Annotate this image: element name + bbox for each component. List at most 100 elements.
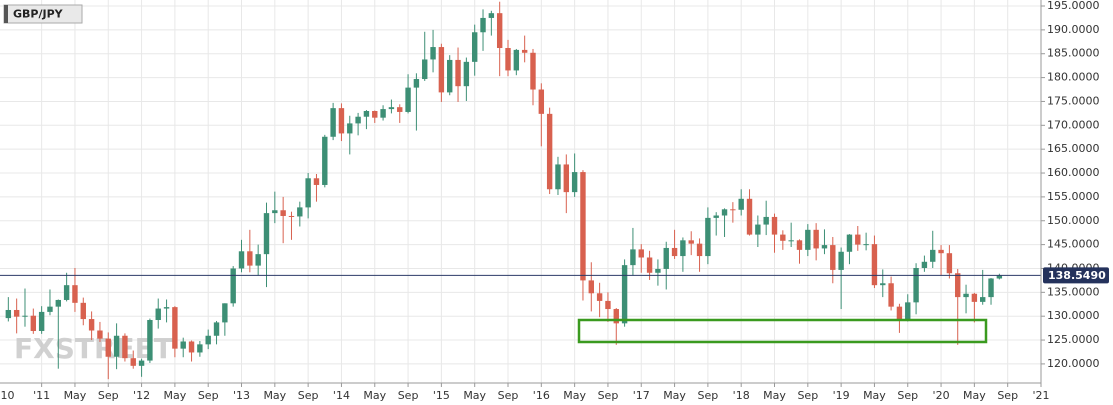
candle-body: [905, 302, 911, 320]
x-tick-label: May: [363, 389, 386, 402]
x-tick-label: May: [763, 389, 786, 402]
candle-body: [763, 216, 769, 225]
candle-body: [180, 341, 186, 349]
candle-body: [455, 59, 461, 87]
candle-body: [347, 123, 353, 134]
candle-body: [513, 49, 520, 71]
candle-body: [830, 245, 836, 270]
x-tick-label: May: [563, 389, 586, 402]
candle-body: [538, 89, 545, 114]
candle-body: [888, 283, 894, 307]
candle-body: [980, 297, 986, 302]
x-tick-label: Sep: [598, 389, 619, 402]
y-tick-label: 135.0000: [1047, 285, 1100, 298]
candle-body: [322, 136, 328, 185]
candle-body: [63, 285, 70, 300]
candle-body: [205, 335, 211, 345]
candle-body: [871, 244, 878, 286]
candle-body: [88, 319, 95, 331]
x-tick-label: '10: [0, 389, 15, 402]
candle-body: [638, 249, 644, 258]
candle-body: [813, 229, 819, 249]
candle-body: [863, 244, 869, 246]
x-tick-label: May: [663, 389, 686, 402]
x-tick-label: '14: [333, 389, 350, 402]
x-tick-label: Sep: [897, 389, 918, 402]
candle-body: [313, 178, 320, 185]
x-tick-label: May: [164, 389, 187, 402]
x-tick-label: Sep: [797, 389, 818, 402]
candle-body: [921, 261, 928, 268]
x-tick-label: '13: [233, 389, 250, 402]
x-tick-label: May: [263, 389, 286, 402]
candle-body: [821, 245, 828, 249]
candle-body: [738, 198, 744, 210]
candle-body: [172, 307, 178, 349]
candle-body: [946, 253, 953, 274]
candle-body: [413, 79, 420, 88]
candle-body: [680, 240, 686, 257]
candle-body: [521, 49, 528, 53]
candle-body: [488, 13, 495, 18]
candle-body: [913, 267, 919, 303]
candle-body: [713, 215, 719, 218]
last-price-box: [1043, 267, 1109, 284]
candle-body: [505, 48, 511, 71]
candle-body: [372, 110, 378, 118]
x-tick-label: Sep: [198, 389, 219, 402]
x-tick-label: '20: [933, 389, 950, 402]
candle-body: [330, 108, 336, 137]
candle-body: [272, 210, 278, 214]
candle-body: [130, 358, 136, 366]
y-tick-label: 145.0000: [1047, 238, 1100, 251]
y-tick-label: 170.0000: [1047, 118, 1100, 131]
x-tick-label: May: [863, 389, 886, 402]
last-price-label: 138.5490: [1048, 269, 1106, 282]
candle-body: [397, 107, 403, 112]
x-tick-label: '21: [1032, 389, 1049, 402]
candle-body: [338, 108, 345, 134]
candle-body: [438, 47, 445, 93]
candle-body: [613, 309, 619, 324]
candle-body: [463, 61, 470, 87]
candle-body: [222, 303, 228, 323]
candle-body: [422, 59, 428, 80]
y-tick-label: 190.0000: [1047, 23, 1100, 36]
candle-body: [996, 275, 1003, 279]
candle-body: [580, 172, 586, 281]
candle-body: [55, 299, 61, 307]
candle-body: [13, 309, 20, 317]
x-tick-label: '18: [733, 389, 750, 402]
candle-body: [147, 320, 153, 361]
candle-body: [213, 322, 220, 336]
support-zone: [577, 318, 988, 344]
candle-body: [97, 330, 103, 339]
candle-body: [696, 243, 703, 257]
candle-body: [605, 300, 611, 310]
x-tick-label: '12: [133, 389, 150, 402]
candle-body: [122, 335, 128, 359]
x-tick-label: May: [463, 389, 486, 402]
candle-body: [955, 273, 961, 298]
candle-body: [30, 315, 37, 331]
candle-body: [305, 178, 311, 208]
x-tick-label: '15: [433, 389, 450, 402]
candle-body: [755, 224, 761, 235]
candle-body: [855, 234, 861, 245]
y-tick-label: 160.0000: [1047, 166, 1100, 179]
candle-body: [430, 47, 436, 60]
candle-body: [646, 257, 653, 273]
candle-body: [721, 209, 728, 216]
y-tick-label: 175.0000: [1047, 94, 1100, 107]
candle-body: [688, 240, 694, 244]
candle-body: [730, 209, 736, 211]
y-tick-label: 130.0000: [1047, 309, 1100, 322]
candle-body: [780, 234, 786, 241]
candle-body: [113, 335, 120, 357]
x-tick-label: Sep: [298, 389, 319, 402]
candle-body: [771, 216, 778, 235]
candle-body: [163, 307, 170, 309]
